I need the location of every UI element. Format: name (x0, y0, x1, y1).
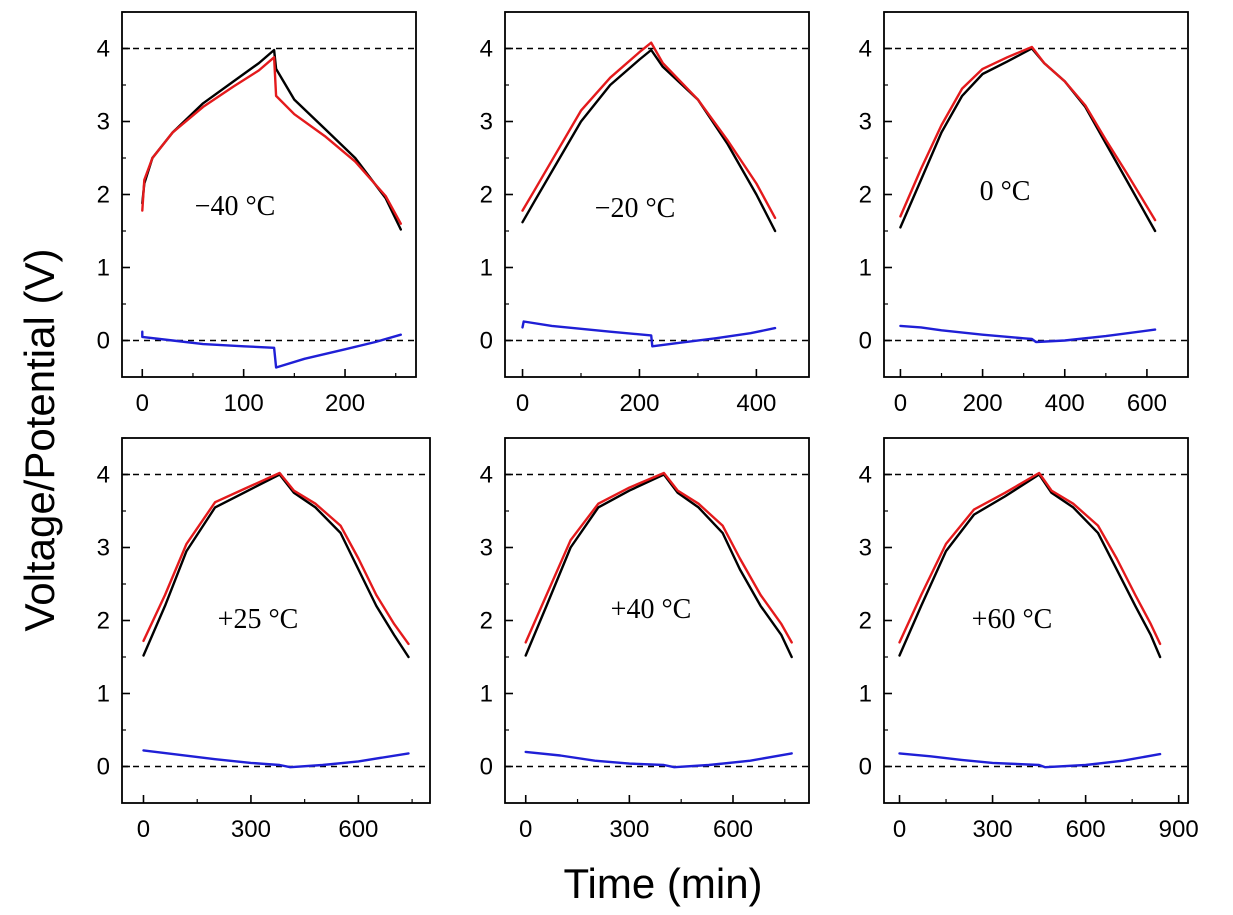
x-tick-label: 600 (1066, 816, 1106, 843)
x-tick-label: 600 (1127, 390, 1167, 417)
x-tick-label: 0 (136, 390, 149, 417)
x-tick-label: 0 (516, 390, 529, 417)
x-tick-label: 900 (1159, 816, 1199, 843)
x-tick-label: 0 (137, 816, 150, 843)
y-tick-label: 2 (859, 608, 872, 635)
y-tick-label: 3 (97, 535, 110, 562)
series-anode (524, 750, 793, 769)
y-tick-label: 3 (97, 109, 110, 136)
y-tick-label: 0 (97, 328, 110, 355)
y-tick-label: 0 (859, 328, 872, 355)
x-tick-label: 400 (1045, 390, 1085, 417)
series-anode (142, 749, 410, 769)
series-cathode (899, 45, 1157, 222)
y-tick-label: 3 (480, 535, 493, 562)
panel-3: 0 1 2 3 4 0 200 400 600 0 °C (859, 11, 1189, 417)
x-tick-label: 200 (963, 390, 1003, 417)
y-tick-label: 1 (480, 255, 493, 282)
y-tick-label: 1 (859, 255, 872, 282)
x-tick-label: 100 (224, 390, 264, 417)
panel-2: 0 1 2 3 4 0 200 400 −20 °C (480, 11, 810, 417)
temperature-label: +40 °C (611, 594, 692, 625)
series-cathode (142, 471, 410, 646)
y-tick-label: 2 (97, 182, 110, 209)
y-tick-label: 4 (859, 36, 872, 63)
series-full-cell (142, 473, 410, 659)
y-tick-label: 2 (97, 608, 110, 635)
x-tick-label: 0 (519, 816, 532, 843)
series-cathode (898, 471, 1162, 646)
y-tick-label: 4 (97, 462, 110, 489)
x-tick-label: 300 (973, 816, 1013, 843)
temperature-label: 0 °C (980, 176, 1031, 207)
plot-frame (883, 11, 1189, 378)
series-cathode (141, 56, 402, 225)
x-tick-label: 300 (231, 816, 271, 843)
y-tick-label: 2 (859, 182, 872, 209)
y-tick-label: 0 (480, 328, 493, 355)
temperature-label: +25 °C (218, 604, 299, 635)
x-axis-title: Time (min) (563, 860, 762, 907)
y-tick-label: 1 (480, 681, 493, 708)
panel-4: 0 1 2 3 4 0 300 600 +25 °C (97, 437, 431, 843)
series-anode (899, 324, 1157, 344)
temperature-label: −40 °C (195, 191, 276, 222)
y-tick-label: 3 (859, 109, 872, 136)
y-axis-title: Voltage/Potential (V) (16, 249, 63, 632)
x-tick-label: 0 (893, 816, 906, 843)
panel-5: 0 1 2 3 4 0 300 600 +40 °C (480, 437, 810, 843)
y-tick-label: 0 (859, 754, 872, 781)
series-full-cell (521, 48, 777, 233)
y-tick-label: 0 (97, 754, 110, 781)
y-tick-label: 1 (859, 681, 872, 708)
x-tick-label: 400 (736, 390, 776, 417)
y-tick-label: 2 (480, 182, 493, 209)
y-tick-label: 3 (480, 109, 493, 136)
x-tick-label: 200 (325, 390, 365, 417)
x-tick-label: 600 (713, 816, 753, 843)
y-tick-label: 0 (480, 754, 493, 781)
x-tick-label: 600 (338, 816, 378, 843)
y-tick-label: 4 (480, 462, 493, 489)
series-full-cell (898, 473, 1162, 659)
y-tick-label: 3 (859, 535, 872, 562)
temperature-label: −20 °C (595, 193, 676, 224)
series-full-cell (524, 473, 793, 659)
x-tick-label: 200 (619, 390, 659, 417)
y-tick-label: 1 (97, 255, 110, 282)
y-tick-label: 2 (480, 608, 493, 635)
x-tick-label: 300 (609, 816, 649, 843)
y-tick-label: 1 (97, 681, 110, 708)
series-cathode (521, 41, 777, 220)
x-tick-label: 0 (894, 390, 907, 417)
y-tick-label: 4 (859, 462, 872, 489)
series-anode (141, 330, 402, 369)
y-tick-label: 4 (97, 36, 110, 63)
y-tick-label: 4 (480, 36, 493, 63)
series-cathode (524, 471, 793, 644)
panel-1: 0 1 2 3 4 0 100 200 −40 °C (97, 11, 417, 417)
series-anode (898, 752, 1162, 769)
panel-6: 0 1 2 3 4 0 300 600 900 +60 °C (859, 437, 1199, 843)
temperature-label: +60 °C (972, 604, 1053, 635)
series-anode (521, 320, 777, 348)
